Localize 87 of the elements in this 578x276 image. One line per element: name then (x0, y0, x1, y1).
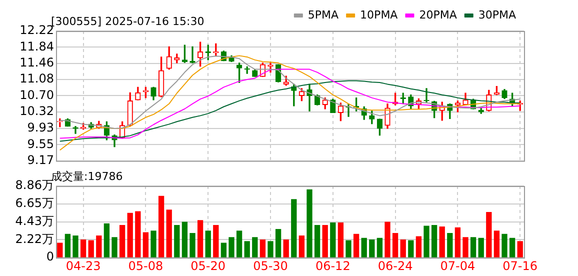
bar (244, 241, 250, 258)
x-tick-label: 04-23 (66, 258, 101, 273)
bar (454, 227, 461, 258)
x-tick-label: 05-30 (253, 258, 288, 273)
bar (112, 237, 118, 258)
bar (268, 241, 274, 258)
bar (96, 235, 102, 258)
bar (88, 240, 94, 258)
y-tick-label: 10.70 (20, 88, 54, 102)
bar (57, 242, 63, 258)
bar (228, 237, 234, 258)
bar (314, 224, 320, 258)
bar (135, 211, 141, 258)
bar (416, 236, 422, 258)
bar (392, 233, 398, 258)
bar (494, 230, 500, 258)
bar (275, 228, 282, 258)
legend-label: 20PMA (419, 8, 458, 22)
bar (260, 239, 266, 258)
bar (220, 242, 227, 258)
legend-label: 5PMA (308, 8, 340, 22)
bar (213, 224, 219, 258)
bar (166, 210, 172, 258)
bar (447, 233, 453, 258)
bar (509, 238, 516, 258)
bar (150, 230, 156, 258)
bar (306, 189, 312, 258)
y-tick-label: 0 (46, 250, 54, 264)
candlestick (72, 126, 78, 134)
bar (322, 224, 328, 258)
bar (361, 238, 367, 258)
bar (252, 237, 258, 258)
bar (353, 234, 360, 258)
x-tick-label: 07-16 (502, 258, 538, 273)
bar (119, 224, 126, 258)
bar (298, 235, 305, 258)
y-tick-label: 11.84 (20, 39, 54, 54)
bar (517, 241, 523, 258)
bar (400, 239, 406, 258)
bar (330, 222, 336, 258)
bar (338, 222, 344, 258)
bar (64, 234, 71, 258)
y-tick-label: 6.65万 (15, 196, 54, 210)
bar (104, 223, 110, 258)
bar (439, 226, 445, 258)
bar (174, 224, 180, 258)
y-tick-label: 9.93 (27, 120, 54, 135)
x-tick-label: 05-08 (128, 258, 164, 273)
bar (182, 222, 188, 258)
bar (127, 212, 133, 258)
legend-label: 30PMA (478, 8, 516, 22)
bar (283, 239, 289, 258)
bar (408, 240, 414, 258)
bar (236, 230, 242, 258)
chart-title: 成交量:19786 (51, 170, 123, 183)
bar (384, 222, 390, 258)
x-tick-label: 06-24 (378, 258, 413, 273)
y-tick-label: 10.32 (20, 104, 54, 118)
y-tick-label: 9.55 (27, 136, 54, 151)
y-tick-label: 9.17 (27, 152, 54, 167)
bar (80, 239, 86, 258)
bar (486, 212, 492, 258)
y-tick-label: 8.86万 (15, 178, 54, 192)
bar (197, 220, 204, 258)
bar (502, 234, 508, 258)
bar (478, 238, 484, 258)
bar (369, 239, 375, 258)
bar (346, 240, 352, 258)
bar (424, 226, 430, 258)
x-tick-label: 06-12 (315, 258, 350, 273)
y-tick-label: 11.08 (20, 72, 54, 86)
y-tick-label: 4.43万 (15, 214, 54, 228)
y-tick-label: 2.22万 (15, 232, 54, 246)
bar (142, 232, 149, 258)
x-tick-label: 07-04 (440, 258, 476, 273)
bar (470, 237, 476, 258)
bar (376, 238, 383, 258)
bar (462, 237, 468, 258)
y-tick-label: 11.46 (20, 55, 54, 70)
bar (291, 199, 297, 258)
legend-label: 10PMA (360, 8, 398, 22)
bar (431, 224, 438, 258)
bar (158, 196, 164, 258)
bar (205, 230, 211, 258)
bar (72, 235, 78, 258)
bar (190, 233, 196, 258)
x-tick-label: 05-20 (190, 258, 226, 273)
